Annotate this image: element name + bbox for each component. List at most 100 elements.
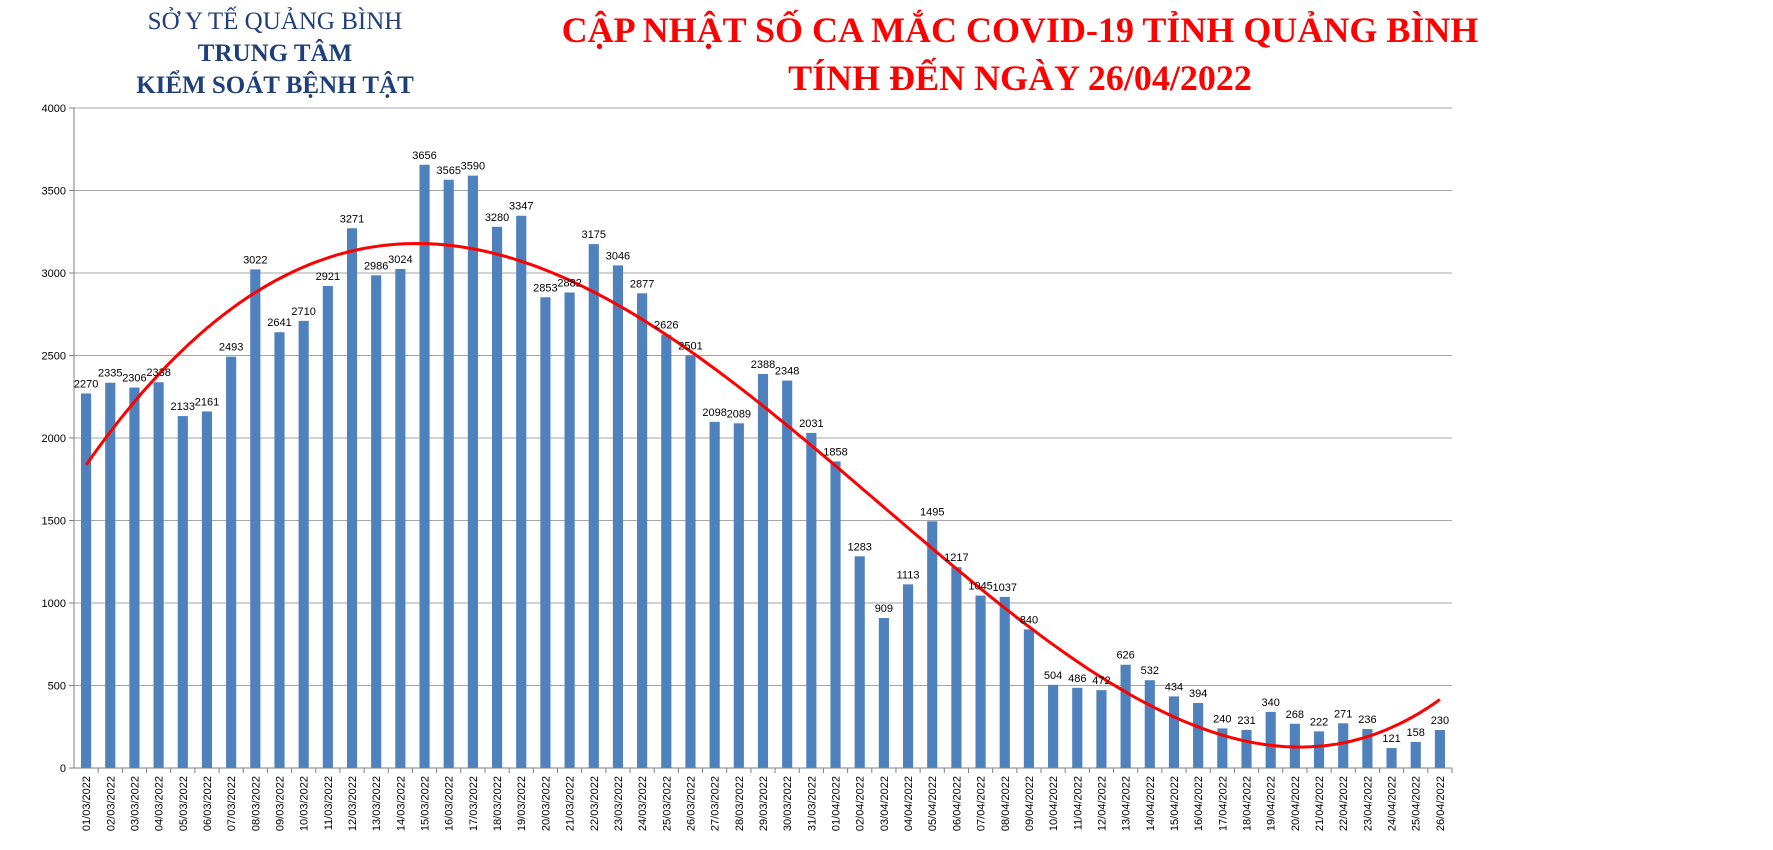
x-tick-label: 13/03/2022 [371, 776, 383, 831]
x-tick-label: 02/03/2022 [105, 776, 117, 831]
org-department: SỞ Y TẾ QUẢNG BÌNH [147, 8, 403, 35]
x-tick-label: 17/03/2022 [468, 776, 480, 831]
y-tick-label: 1000 [42, 598, 66, 610]
data-label: 1858 [823, 446, 847, 458]
bar [540, 297, 551, 768]
bar [782, 380, 793, 768]
data-label: 1283 [847, 541, 871, 553]
bar [612, 265, 624, 768]
bar [322, 286, 333, 768]
x-tick-label: 18/04/2022 [1242, 776, 1254, 831]
data-label: 2089 [727, 408, 751, 420]
data-label: 2161 [195, 396, 219, 408]
x-tick-label: 12/04/2022 [1096, 776, 1108, 831]
y-axis: 0 500 1000 1500 2000 2500 3000 3500 4000 [42, 103, 75, 775]
bar [999, 596, 1010, 768]
x-tick-label: 07/04/2022 [976, 776, 988, 831]
y-tick-label: 3500 [42, 186, 66, 198]
data-label: 2335 [98, 368, 122, 380]
data-label: 626 [1116, 650, 1134, 662]
x-tick-label: 14/04/2022 [1145, 776, 1157, 831]
bar [177, 416, 188, 768]
x-tick-label: 28/03/2022 [734, 776, 746, 831]
bar [298, 320, 309, 768]
data-label: 2338 [146, 367, 170, 379]
bar [371, 275, 382, 768]
x-tick-label: 27/03/2022 [710, 776, 722, 831]
bar [854, 556, 865, 768]
data-label: 2031 [799, 418, 823, 430]
data-label: 2348 [775, 366, 799, 378]
y-tick-label: 2500 [42, 351, 66, 363]
data-label: 1113 [897, 569, 920, 581]
bar [1265, 711, 1276, 768]
data-label: 3046 [606, 250, 630, 262]
x-tick-label: 26/04/2022 [1435, 776, 1447, 831]
x-tick-label: 06/03/2022 [202, 776, 214, 831]
data-label: 472 [1092, 675, 1110, 687]
bar [637, 293, 648, 768]
x-tick-label: 22/03/2022 [589, 776, 601, 831]
bar [1241, 729, 1252, 768]
bar [491, 226, 503, 769]
data-label: 2921 [316, 271, 340, 283]
x-tick-label: 04/04/2022 [903, 776, 915, 831]
y-tick-label: 2000 [42, 433, 66, 445]
data-label: 2388 [751, 359, 775, 371]
x-tick-label: 30/03/2022 [782, 776, 794, 831]
bar [733, 423, 744, 768]
x-tick-label: 03/04/2022 [879, 776, 891, 831]
data-label: 3656 [412, 150, 436, 162]
data-label: 240 [1213, 713, 1231, 725]
x-tick-label: 18/03/2022 [492, 776, 504, 831]
data-label: 394 [1189, 688, 1207, 700]
x-tick-label: 19/03/2022 [516, 776, 528, 831]
org-center-name: KIỂM SOÁT BỆNH TẬT [136, 72, 414, 99]
x-tick-label: 04/03/2022 [154, 776, 166, 831]
bar [927, 521, 938, 768]
bar [951, 567, 962, 768]
data-label: 532 [1141, 665, 1159, 677]
bar [105, 382, 116, 768]
x-tick-label: 25/03/2022 [661, 776, 673, 831]
x-tick-label: 10/04/2022 [1048, 776, 1060, 831]
x-tick-label: 22/04/2022 [1338, 776, 1350, 831]
x-tick-label: 16/03/2022 [444, 776, 456, 831]
x-tick-label: 20/04/2022 [1290, 776, 1302, 831]
bar [564, 292, 575, 768]
x-tick-label: 20/03/2022 [540, 776, 552, 831]
bar [516, 215, 527, 768]
data-label: 222 [1310, 716, 1328, 728]
data-label: 1037 [993, 582, 1017, 594]
data-label: 2641 [267, 317, 291, 329]
chart-title-line1: CẬP NHẬT SỐ CA MẮC COVID-19 TỈNH QUẢNG B… [561, 10, 1479, 50]
x-tick-label: 13/04/2022 [1121, 776, 1133, 831]
chart-title-line2: TÍNH ĐẾN NGÀY 26/04/2022 [788, 58, 1252, 98]
bars [81, 164, 1445, 769]
x-tick-label: 09/04/2022 [1024, 776, 1036, 831]
bar [806, 432, 817, 768]
data-label: 271 [1334, 708, 1352, 720]
data-label: 2270 [74, 378, 98, 390]
x-tick-label: 21/04/2022 [1314, 776, 1326, 831]
x-tick-label: 31/03/2022 [806, 776, 818, 831]
data-label: 3024 [388, 254, 412, 266]
bar [419, 164, 430, 768]
data-label: 230 [1431, 715, 1449, 727]
x-tick-label: 05/03/2022 [178, 776, 190, 831]
bar [226, 356, 237, 768]
bar [1144, 680, 1155, 768]
x-tick-label: 16/04/2022 [1193, 776, 1205, 831]
x-tick-label: 09/03/2022 [274, 776, 286, 831]
data-label: 2853 [533, 282, 557, 294]
organization-block: SỞ Y TẾ QUẢNG BÌNH TRUNG TÂM KIỂM SOÁT B… [95, 6, 455, 102]
bar [1120, 664, 1131, 768]
bar [1434, 730, 1445, 768]
bar [1072, 687, 1083, 768]
y-tick-label: 4000 [42, 103, 66, 115]
x-axis: 01/03/2022 02/03/2022 03/03/2022 04/03/2022… [74, 767, 1453, 831]
data-label: 2306 [122, 373, 146, 385]
bar [1048, 684, 1059, 768]
x-tick-label: 24/04/2022 [1387, 776, 1399, 831]
